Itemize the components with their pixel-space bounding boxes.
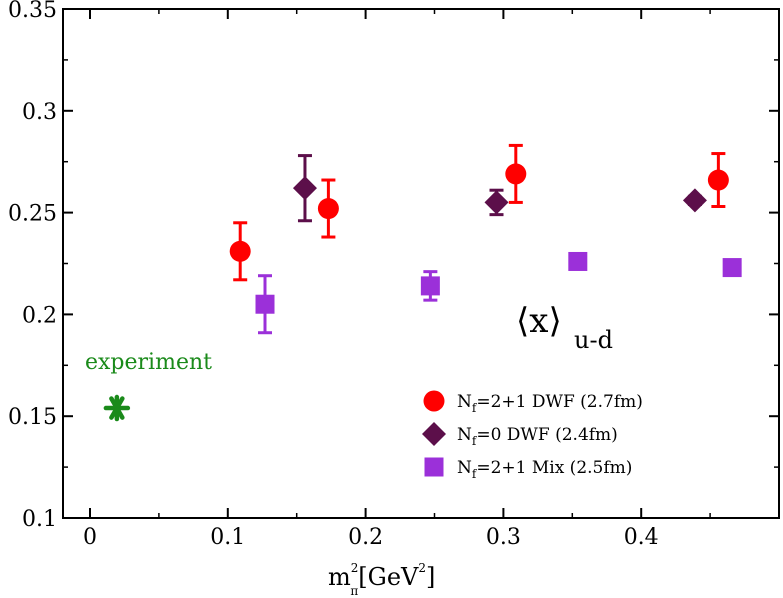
y-tick-label: 0.25 (8, 202, 57, 227)
mix-2p1-point (420, 276, 440, 296)
mix-2p1-point (568, 251, 588, 271)
x-tick-label: 0 (83, 525, 97, 550)
legend-label: Nf=2+1 DWF (2.7fm) (457, 392, 643, 415)
data-marks (103, 143, 742, 422)
dwf-quenched-point (292, 176, 317, 201)
legend-marker (422, 422, 446, 446)
legend-label: Nf=0 DWF (2.4fm) (457, 425, 618, 448)
x-tick-label: 0.1 (210, 525, 245, 550)
axes (62, 8, 780, 519)
dwf-2p1-point (229, 240, 251, 262)
observable-sub: u-d (574, 326, 613, 354)
observable-label: ⟨x⟩ u-d (516, 301, 613, 354)
x-axis-title: m2 π[GeV2] (328, 561, 435, 598)
legend-marker (423, 390, 445, 412)
dwf-quenched-point (484, 190, 509, 215)
y-tick-label: 0.15 (8, 405, 57, 430)
experiment-label: experiment (85, 350, 212, 375)
observable-main: ⟨x⟩ (516, 301, 562, 341)
legend: Nf=2+1 DWF (2.7fm) Nf=0 DWF (2.4fm) Nf=2+1… (422, 390, 643, 481)
x-tick-label: 0.4 (624, 525, 659, 550)
y-tick-label: 0.2 (22, 303, 57, 328)
dwf-2p1-point (505, 163, 527, 185)
dwf-2p1-point (317, 198, 339, 220)
mix-2p1-point (722, 258, 742, 278)
x-tick-label: 0.2 (348, 525, 383, 550)
dwf-2p1-point (707, 169, 729, 191)
mix-2p1-point (255, 294, 275, 314)
x-tick-label: 0.3 (486, 525, 521, 550)
ticks: 0 0.1 0.2 0.3 0.4 0.1 0.15 0.2 0.25 0.3 0.35 (8, 0, 779, 550)
plot-frame (62, 8, 780, 519)
dwf-quenched-point (682, 188, 707, 213)
legend-marker (424, 457, 444, 477)
y-tick-label: 0.35 (8, 0, 57, 23)
experiment-point (103, 394, 131, 422)
y-tick-label: 0.1 (22, 507, 57, 532)
y-tick-label: 0.3 (22, 100, 57, 125)
legend-label: Nf=2+1 Mix (2.5fm) (457, 458, 632, 481)
